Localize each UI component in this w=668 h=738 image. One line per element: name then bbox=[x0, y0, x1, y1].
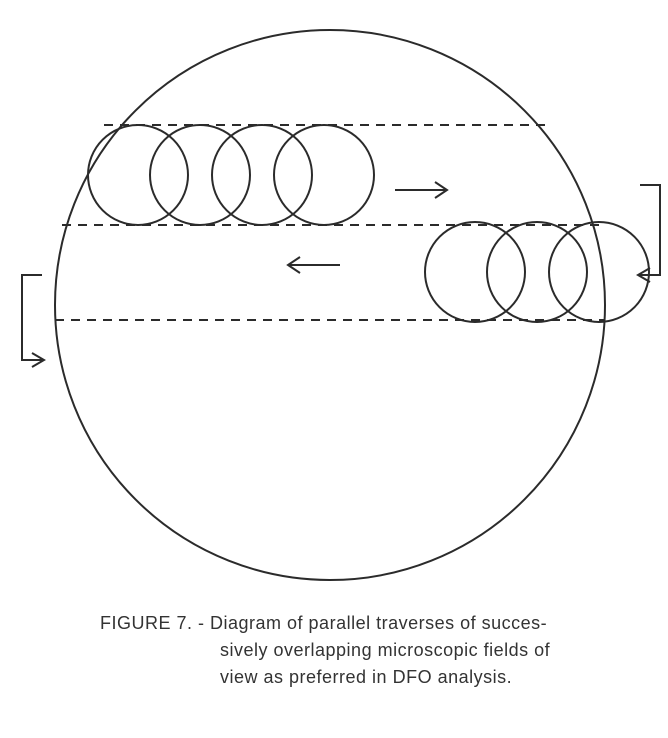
small-circle bbox=[88, 125, 188, 225]
small-circle bbox=[150, 125, 250, 225]
caption-line-1: Diagram of parallel traverses of succes- bbox=[210, 613, 547, 633]
small-circle bbox=[425, 222, 525, 322]
bracket-right-icon bbox=[638, 185, 660, 282]
small-circle bbox=[487, 222, 587, 322]
figure-label: FIGURE 7. - bbox=[100, 613, 210, 633]
small-circle bbox=[274, 125, 374, 225]
row2-circles bbox=[425, 222, 649, 322]
traverse-diagram bbox=[0, 0, 668, 600]
bracket-left-icon bbox=[22, 275, 44, 367]
row1-circles bbox=[88, 125, 374, 225]
small-circle bbox=[549, 222, 649, 322]
caption-line-2: sively overlapping microscopic fields of bbox=[100, 637, 600, 664]
arrow-left-icon bbox=[288, 257, 340, 273]
page: FIGURE 7. - Diagram of parallel traverse… bbox=[0, 0, 668, 738]
microscope-field-circle bbox=[55, 30, 605, 580]
arrow-right-icon bbox=[395, 182, 447, 198]
figure-caption: FIGURE 7. - Diagram of parallel traverse… bbox=[100, 610, 600, 691]
small-circle bbox=[212, 125, 312, 225]
caption-line-3: view as preferred in DFO analysis. bbox=[100, 664, 600, 691]
